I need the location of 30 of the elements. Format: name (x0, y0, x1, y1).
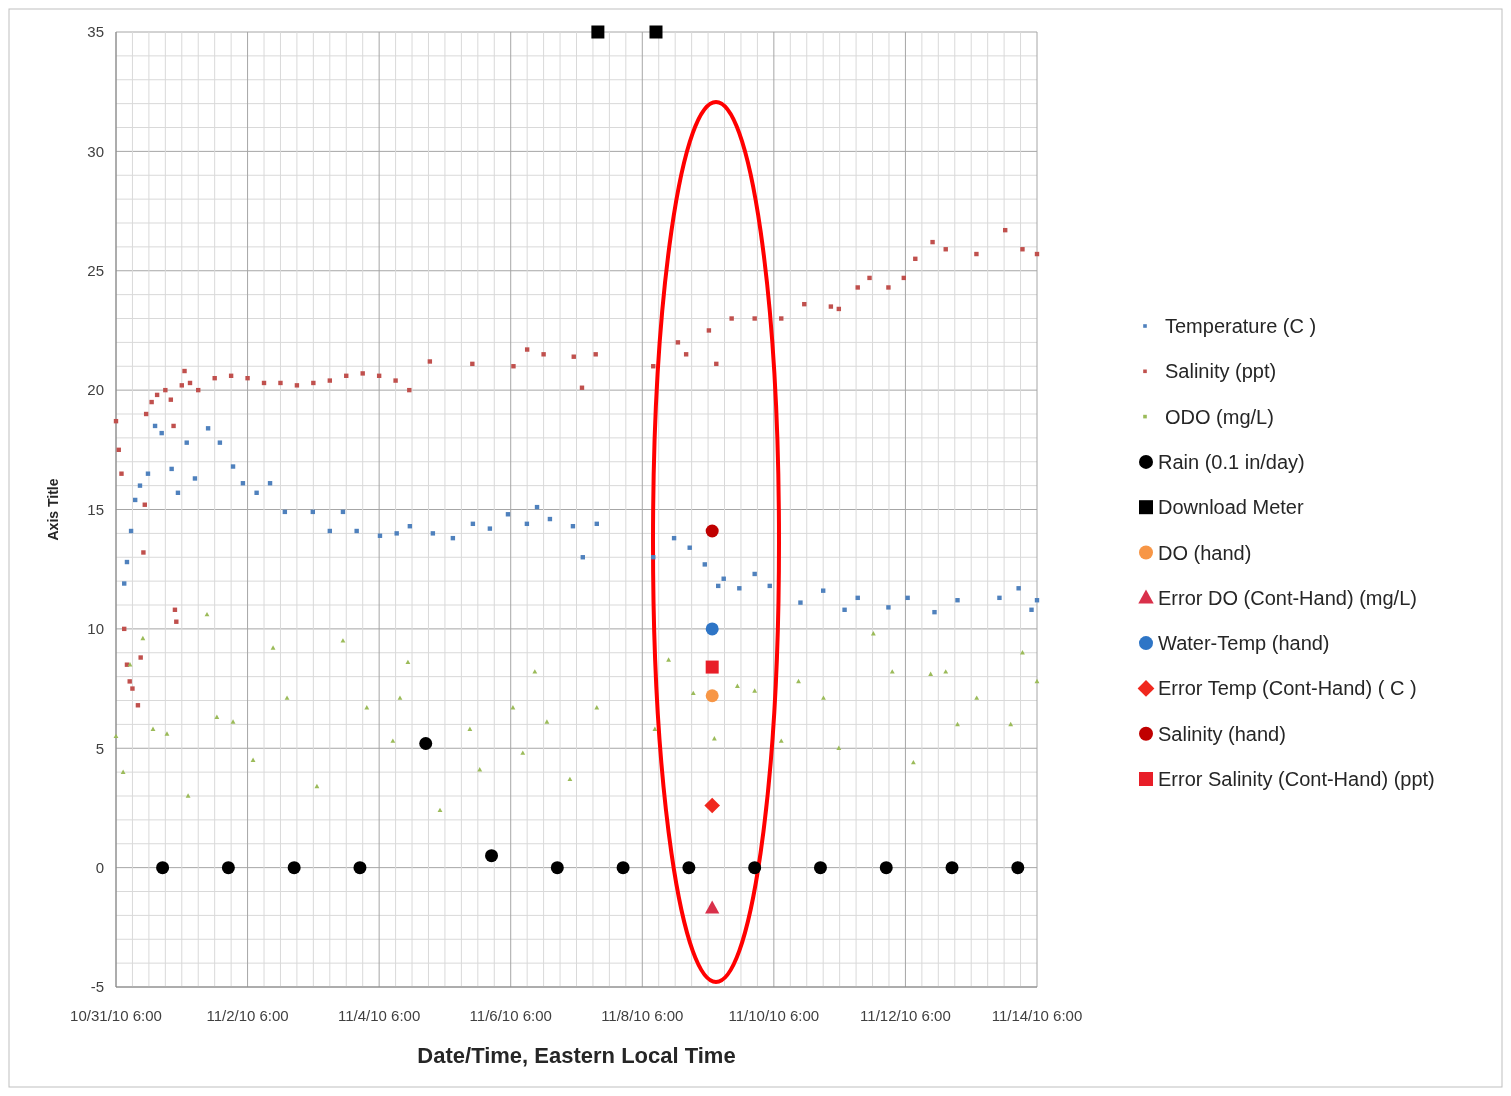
x-tick-label: 10/31/10 6:00 (70, 1007, 162, 1024)
y-tick-label: 25 (87, 262, 104, 279)
x-tick-label: 11/8/10 6:00 (601, 1007, 684, 1024)
y-tick-label: 5 (95, 739, 104, 757)
x-tick-label: 11/12/10 6:00 (860, 1007, 951, 1024)
y-tick-label: 0 (95, 858, 104, 876)
legend-label: Salinity (hand) (1158, 722, 1286, 745)
y-tick-label: 30 (87, 142, 104, 160)
x-tick-label: 11/6/10 6:00 (469, 1007, 552, 1024)
y-tick-label: 15 (87, 500, 104, 518)
legend-label: ODO (mg/L) (1165, 405, 1274, 428)
legend-label: DO (hand) (1158, 541, 1252, 564)
y-axis-title: Axis Title (45, 478, 61, 541)
legend-label: Download Meter (1158, 496, 1304, 519)
x-tick-label: 11/2/10 6:00 (206, 1007, 289, 1024)
legend-label: Rain (0.1 in/day) (1158, 450, 1305, 473)
legend-label: Error Salinity (Cont-Hand) (ppt) (1158, 768, 1435, 790)
x-tick-label: 11/4/10 6:00 (337, 1007, 421, 1024)
legend-label: Error Temp (Cont-Hand) ( C ) (1158, 677, 1417, 700)
legend-label: Temperature (C ) (1165, 315, 1317, 337)
legend-label: Salinity (ppt) (1165, 360, 1277, 383)
y-tick-label: -5 (90, 978, 104, 996)
legend-label: Error DO (Cont-Hand) (mg/L) (1158, 586, 1417, 609)
x-tick-label: 11/10/10 6:00 (728, 1007, 820, 1024)
legend-label: Water-Temp (hand) (1158, 632, 1330, 655)
y-tick-label: 20 (87, 381, 104, 399)
x-axis-title: Date/Time, Eastern Local Time (417, 1043, 736, 1068)
x-tick-label: 11/14/10 6:00 (991, 1007, 1083, 1024)
y-tick-label: 10 (87, 620, 104, 638)
y-tick-label: 35 (87, 23, 104, 41)
